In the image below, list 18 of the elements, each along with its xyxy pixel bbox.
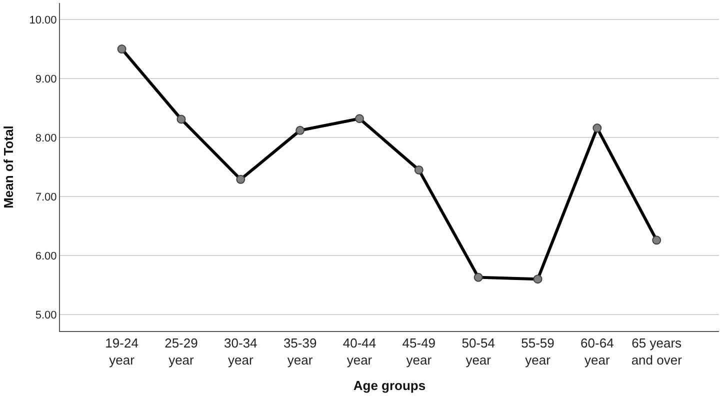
y-tick-label: 7.00 <box>35 191 57 204</box>
x-tick-label: 19-24 year <box>105 336 138 368</box>
y-tick-label: 8.00 <box>35 132 57 144</box>
x-tick-label: 35-39 year <box>283 336 317 368</box>
x-tick-label: 40-44 year <box>342 336 376 368</box>
x-tick-label: 65 years and over <box>631 336 683 368</box>
x-axis-title: Age groups <box>353 378 426 394</box>
x-tick-label: 55-59 year <box>521 336 554 368</box>
y-tick-label: 5.00 <box>35 309 57 322</box>
y-axis-title: Mean of Total <box>1 126 16 208</box>
x-tick-label: 50-54 year <box>462 336 495 368</box>
y-tick-label: 10.00 <box>29 14 57 26</box>
x-tick-label: 30-34 year <box>224 336 258 368</box>
y-tick-label: 9.00 <box>35 73 57 86</box>
y-tick-label: 6.00 <box>35 250 57 262</box>
x-tick-label: 45-49 year <box>402 336 436 368</box>
x-tick-label: 25-29 year <box>164 336 198 368</box>
x-tick-label: 60-64 year <box>580 336 614 368</box>
